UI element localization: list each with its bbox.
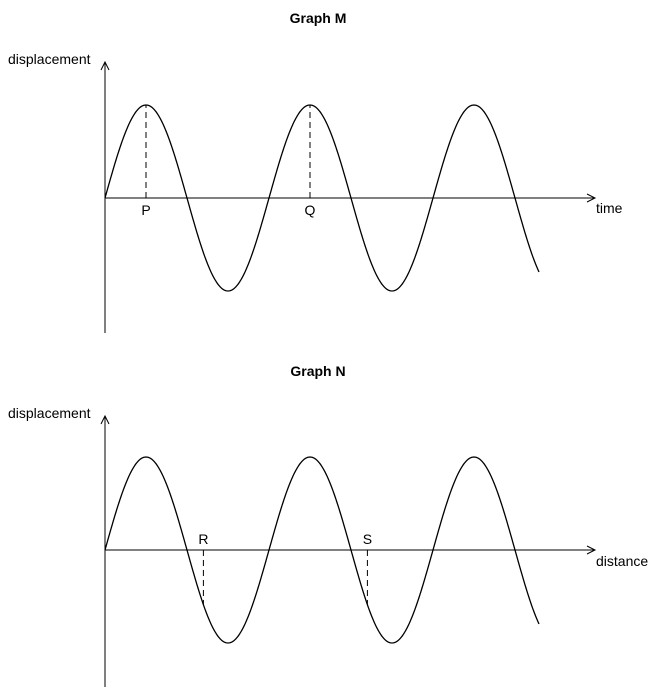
graph-m-y-arrow bbox=[100, 60, 110, 71]
graph-n-marker-s: S bbox=[363, 531, 372, 547]
graph-m-x-arrow bbox=[586, 193, 597, 203]
graph-n-y-label: displacement bbox=[8, 405, 91, 421]
graph-n-x-arrow bbox=[586, 545, 597, 555]
graph-n-x-label: distance bbox=[596, 553, 648, 569]
graph-m-x-label: time bbox=[596, 200, 623, 216]
graph-m: Graph M displacement time P Q bbox=[8, 10, 623, 333]
graph-m-title: Graph M bbox=[290, 10, 347, 26]
graph-m-marker-p: P bbox=[141, 202, 150, 218]
graph-n: Graph N displacement distance R S bbox=[8, 363, 648, 687]
graph-n-y-arrow bbox=[100, 414, 110, 425]
graph-n-marker-r: R bbox=[198, 531, 208, 547]
graph-n-wave bbox=[104, 456, 540, 644]
graph-m-y-label: displacement bbox=[8, 51, 91, 67]
graph-m-marker-q: Q bbox=[305, 202, 316, 218]
graph-m-wave bbox=[104, 104, 540, 292]
graph-n-title: Graph N bbox=[290, 363, 345, 379]
